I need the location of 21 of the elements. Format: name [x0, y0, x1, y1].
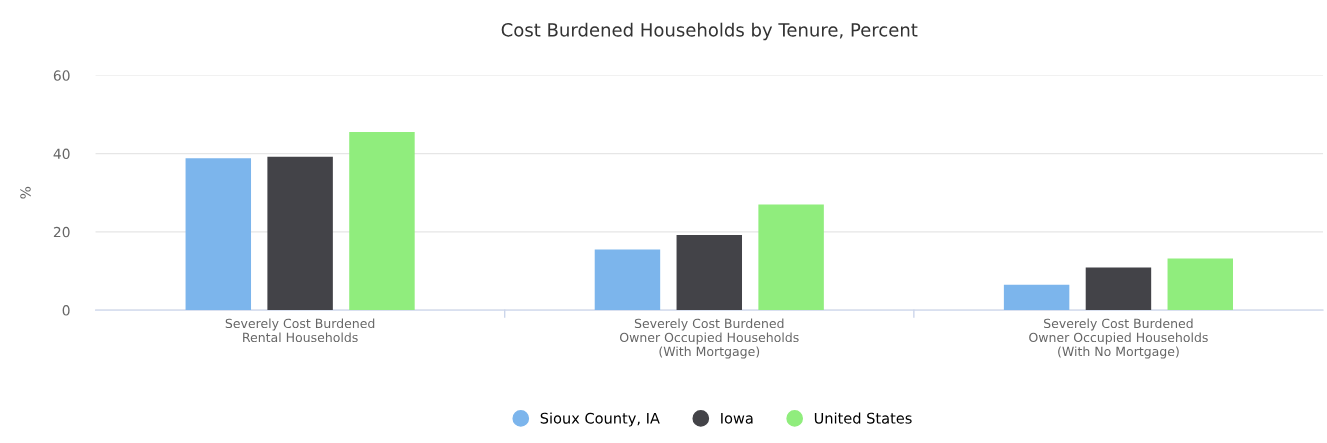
- x-tick-label: Severely Cost Burdened Rental Households: [225, 318, 375, 343]
- legend-label: Sioux County, IA: [540, 412, 660, 427]
- bar: [185, 158, 252, 311]
- y-tick-label: 20: [53, 226, 70, 238]
- x-tick-label: Severely Cost Burdened Owner Occupied Households (With No Mortgage): [1029, 318, 1208, 359]
- x-tick-label: Severely Cost Burdened Owner Occupied Households (With Mortgage): [620, 318, 799, 359]
- bar: [1167, 258, 1233, 311]
- legend-label: United States: [814, 412, 912, 424]
- y-tick-label: 60: [53, 70, 70, 81]
- y-tick-label: 40: [53, 148, 70, 160]
- bar: [349, 132, 415, 311]
- y-tick-label: 0: [62, 305, 70, 316]
- chart-title: Cost Burdened Households by Tenure, Percent: [501, 22, 918, 41]
- bar: [267, 156, 333, 311]
- bar: [594, 249, 661, 311]
- y-axis-title: %: [20, 186, 31, 199]
- bar: [676, 234, 743, 311]
- bar: [758, 204, 824, 311]
- bar: [1003, 284, 1070, 311]
- bar: [1085, 267, 1152, 311]
- legend-label: Iowa: [721, 412, 753, 424]
